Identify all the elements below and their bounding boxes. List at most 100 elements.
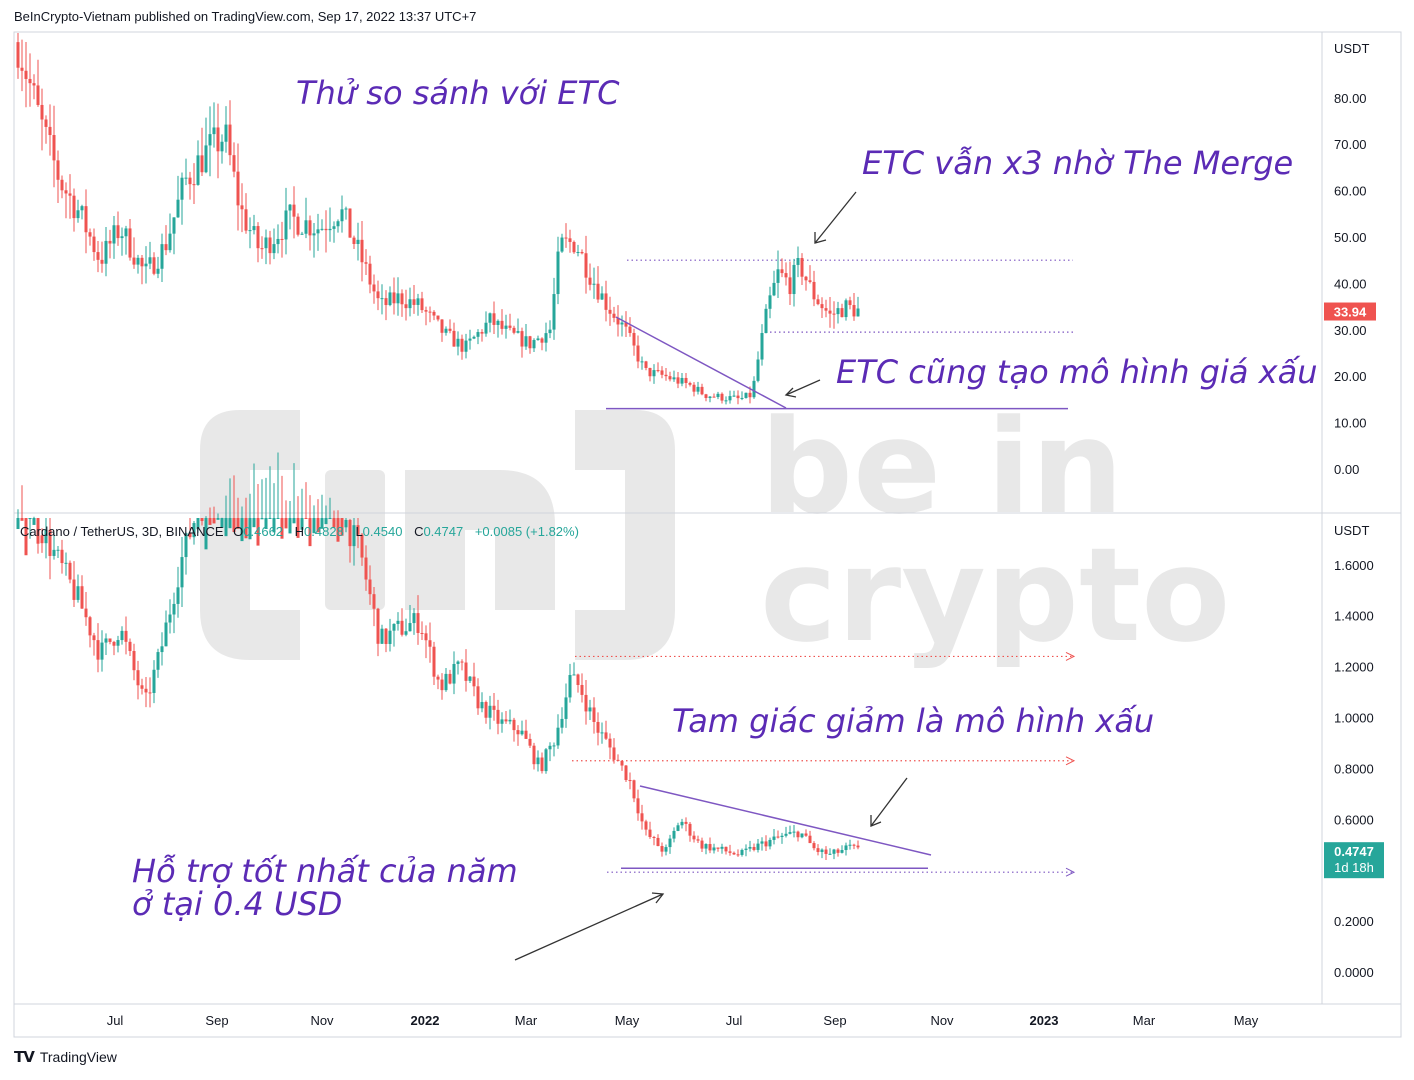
candle-body [152,257,156,274]
candle-body [328,228,332,231]
candle-body [332,518,336,528]
watermark-line1: be in [760,391,1124,543]
ada-pane[interactable]: USDT 1.6000 1.4000 1.2000 1.0000 0.8000 0.600… [16,452,1385,980]
candle-body [380,628,384,644]
candle-body [308,518,312,547]
candle-body [148,257,152,264]
legend-close: 0.4747 [423,524,463,539]
candle-body [568,238,572,242]
annotation-compare-etc: Thử so sánh với ETC [296,74,620,112]
candle-body [552,745,556,747]
candle-body [640,813,644,822]
etc-last-price-value: 33.94 [1334,305,1367,320]
price-axis-label: 0.2000 [1334,914,1374,929]
candle-body [256,518,260,546]
candle-body [712,396,716,398]
candle-body [604,293,608,310]
candle-body [836,849,840,853]
candle-body [252,518,256,528]
candle-body [824,308,828,311]
candle-body [528,336,532,349]
candle-body [432,311,436,316]
candle-body [836,308,840,315]
etc-pane[interactable]: USDT 80.00 70.00 60.00 50.00 40.00 30.00 20.00… [16,33,1377,477]
time-axis[interactable]: Jul Sep Nov 2022 Mar May Jul Sep Nov 2023 Mar May [107,1013,1259,1028]
candle-body [352,525,356,547]
price-axis-label: 50.00 [1334,230,1367,245]
time-axis-label: May [615,1013,640,1028]
candle-body [832,849,836,854]
candle-body [652,370,656,377]
candle-body [632,332,636,346]
candle-body [144,263,148,267]
legend-high: 0.4828 [304,524,344,539]
time-axis-label: May [1234,1013,1259,1028]
candle-body [612,313,616,318]
candle-body [720,393,724,401]
candle-body [384,298,388,306]
candle-body [792,264,796,295]
candle-body [244,209,248,231]
candle-body [532,340,536,349]
candle-body [764,308,768,334]
candle-body [220,518,224,528]
candle-body [228,124,232,156]
candle-body [380,298,384,300]
candle-body [400,293,404,305]
candle-body [340,518,344,536]
price-axis-label: 1.6000 [1334,558,1374,573]
candle-body [752,846,756,850]
candle-body [72,579,76,600]
price-axis-label: 10.00 [1334,416,1367,431]
candle-body [636,798,640,814]
candle-body [284,518,288,529]
candle-body [440,679,444,691]
candle-body [320,518,324,529]
ada-price-axis[interactable]: 1.60001.40001.20001.00000.80000.60000.40… [1334,558,1374,980]
ada-descending-trendline [639,785,932,856]
candle-body [124,228,128,237]
candle-body [116,225,120,239]
candle-body [388,630,392,644]
candle-body [640,361,644,363]
candle-body [420,298,424,311]
candle-body [840,308,844,318]
candle-body [636,345,640,362]
candle-body [208,518,212,525]
arrow-triangle [870,777,908,827]
candle-body [628,326,632,333]
candle-body [324,518,328,525]
candle-body [436,315,440,320]
candle-body [196,155,200,185]
candle-body [260,248,264,250]
ada-level-arrowhead [1065,651,1076,661]
candle-body [288,204,292,211]
candle-body [716,847,720,849]
candle-body [60,179,64,191]
candle-body [388,292,392,306]
candle-body [588,707,592,712]
candle-body [336,518,340,542]
candle-body [232,518,236,532]
candle-body [68,562,72,580]
candle-body [104,240,108,264]
candle-body [48,529,52,556]
candle-body [280,518,284,539]
etc-price-axis[interactable]: 80.00 70.00 60.00 50.00 40.00 30.00 20.00 10.00… [1334,91,1367,477]
price-axis-label: 80.00 [1334,91,1367,106]
candle-body [24,518,28,556]
candle-body [132,651,136,671]
candle-body [268,518,272,519]
candle-body [816,848,820,852]
candle-body [844,300,848,318]
candle-body [40,104,44,120]
candle-body [600,293,604,300]
candle-body [508,325,512,328]
candle-body [308,220,312,236]
candle-body [128,228,132,258]
candle-body [228,518,232,529]
etc-currency-label: USDT [1334,41,1369,56]
candle-body [276,238,280,245]
candle-body [296,216,300,235]
